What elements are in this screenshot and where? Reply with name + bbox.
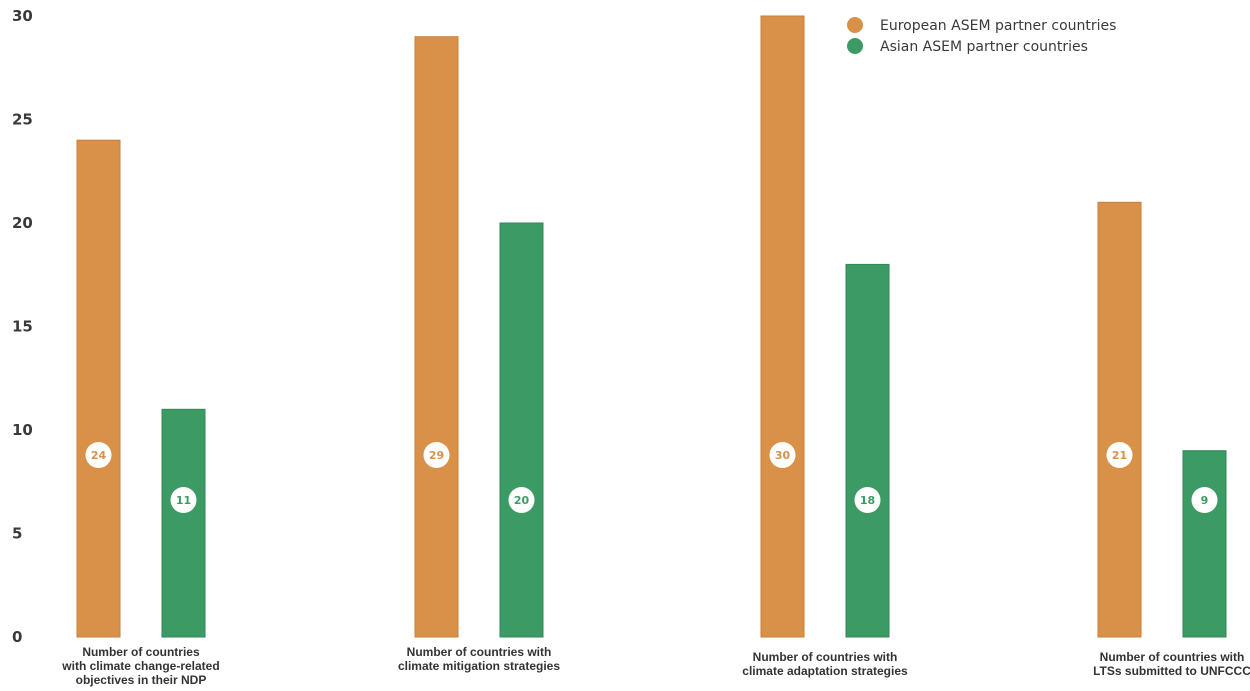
bar-asian (845, 263, 890, 638)
data-label: 9 (1201, 494, 1209, 507)
bar-asian (1182, 450, 1227, 638)
data-label-badge (508, 487, 535, 513)
data-label: 18 (860, 494, 875, 507)
data-label-badge (85, 442, 112, 468)
data-label: 29 (429, 449, 444, 462)
data-label-badge (423, 442, 450, 468)
y-tick-label: 20 (12, 214, 33, 232)
y-tick-label: 10 (12, 421, 33, 439)
x-category-label: objectives in their NDP (76, 673, 207, 687)
bar-european (760, 15, 805, 638)
y-tick-label: 25 (12, 111, 33, 129)
x-category-label: Number of countries with (753, 650, 898, 664)
data-label-badge (1106, 442, 1133, 468)
data-label: 24 (91, 449, 107, 462)
data-label: 20 (514, 494, 530, 507)
x-category-label: climate adaptation strategies (742, 664, 908, 678)
x-category-label: Number of countries (82, 645, 200, 659)
bar-asian (161, 408, 206, 638)
data-label: 21 (1112, 449, 1127, 462)
legend-swatch (847, 17, 863, 33)
y-tick-label: 30 (12, 7, 33, 25)
x-category-label: Number of countries with (1100, 650, 1245, 664)
bar-european (76, 139, 121, 638)
legend-label: Asian ASEM partner countries (880, 39, 1088, 55)
data-label: 30 (775, 449, 791, 462)
legend: European ASEM partner countries Asian ASE… (847, 17, 1116, 55)
legend-label: European ASEM partner countries (880, 18, 1116, 34)
data-label-badge (170, 487, 197, 513)
y-axis: 0 5 10 15 20 25 30 (12, 7, 33, 646)
x-category-label: climate mitigation strategies (398, 659, 560, 673)
bar-asian (499, 222, 544, 638)
bars (76, 15, 1227, 638)
y-tick-label: 5 (12, 525, 22, 543)
x-category-label: LTSs submitted to UNFCCC (1093, 664, 1250, 678)
data-label-badge (1191, 487, 1218, 513)
bar-european (1097, 201, 1142, 638)
y-tick-label: 15 (12, 318, 33, 336)
legend-swatch (847, 38, 863, 54)
data-labels: 24 29 30 21 11 20 18 9 (85, 442, 1218, 513)
data-label: 11 (176, 494, 191, 507)
bar-european (414, 36, 459, 638)
y-tick-label: 0 (12, 628, 22, 646)
x-category-label: Number of countries with (407, 645, 552, 659)
data-label-badge (769, 442, 796, 468)
x-category-label: with climate change-related (61, 659, 219, 673)
data-label-badge (854, 487, 881, 513)
